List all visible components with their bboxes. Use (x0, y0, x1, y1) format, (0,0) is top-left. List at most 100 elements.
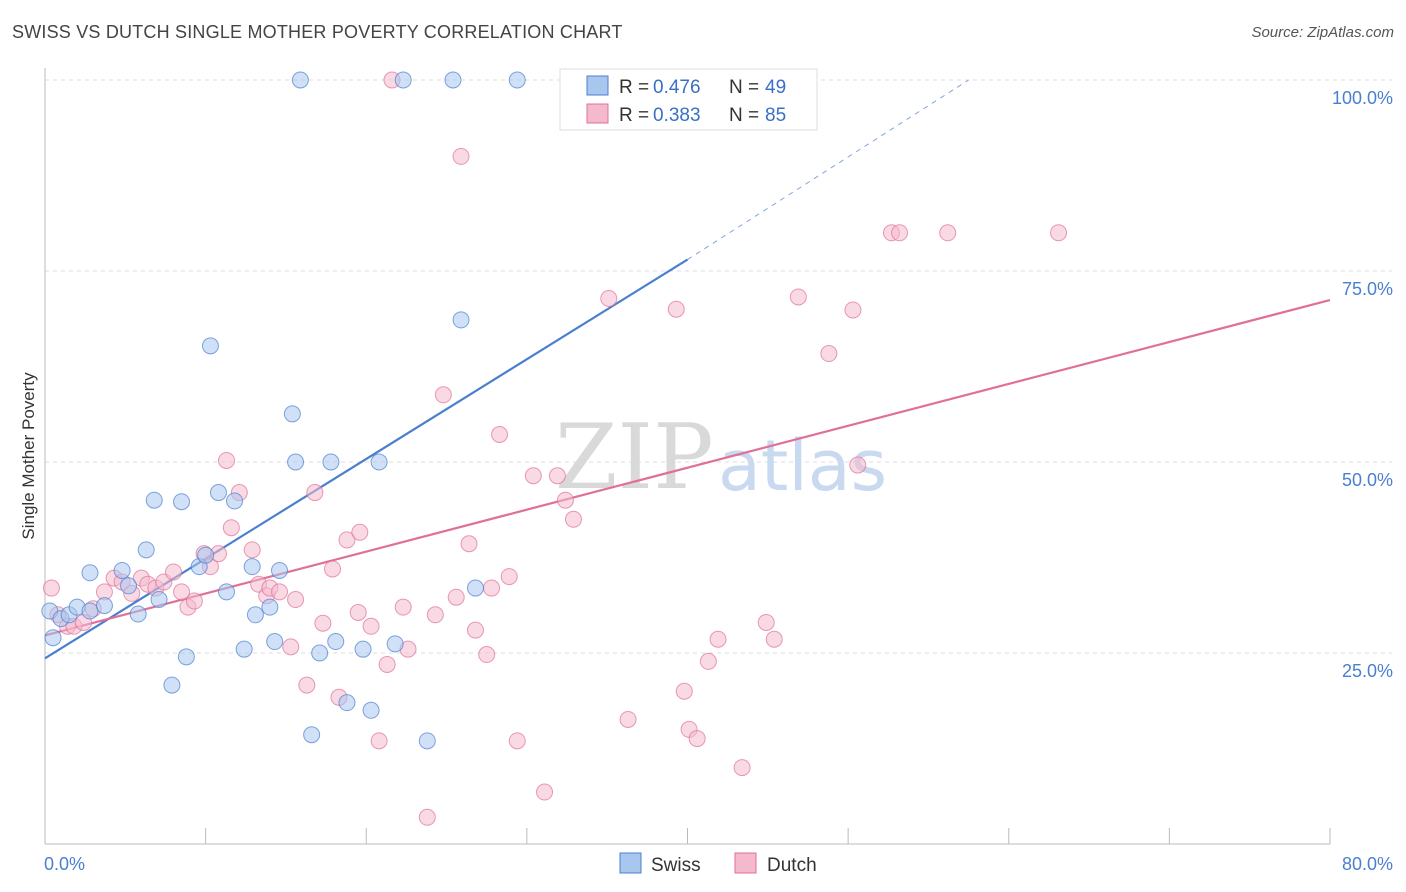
dutch-point (709, 630, 727, 648)
legend-swiss-r-label: R = (619, 77, 649, 98)
dutch-point (548, 467, 566, 485)
bottom-legend-dutch-label: Dutch (767, 855, 817, 876)
swiss-point (303, 726, 321, 744)
dutch-point (524, 467, 542, 485)
dutch-point (536, 783, 554, 801)
dutch-point (447, 588, 465, 606)
dutch-point (844, 301, 862, 319)
dutch-point (362, 617, 380, 635)
swiss-point (444, 71, 462, 89)
series-legend: Swiss Dutch (619, 852, 817, 876)
x-tick-label-max: 80.0% (1342, 854, 1393, 874)
bottom-legend-swiss-label: Swiss (651, 855, 701, 876)
swiss-point (370, 453, 388, 471)
swiss-point (129, 605, 147, 623)
dutch-point (218, 451, 236, 469)
dutch-point (222, 519, 240, 537)
legend-swiss-n-value: 49 (765, 77, 786, 98)
dutch-point (688, 730, 706, 748)
dutch-point (287, 591, 305, 609)
dutch-point (314, 614, 332, 632)
dutch-point (483, 579, 501, 597)
swiss-point (150, 591, 168, 609)
grid-lines (45, 79, 1392, 654)
dutch-point (42, 579, 60, 597)
swiss-point (311, 644, 329, 662)
dutch-point (564, 510, 582, 528)
swiss-point (113, 561, 131, 579)
dutch-point (351, 523, 369, 541)
dutch-point (434, 386, 452, 404)
dutch-point (508, 732, 526, 750)
swiss-point (418, 732, 436, 750)
bottom-legend-swatch-dutch (734, 852, 757, 874)
dutch-point (491, 425, 509, 443)
swiss-point (322, 453, 340, 471)
swiss-point (291, 71, 309, 89)
swiss-point (327, 633, 345, 651)
dutch-point (460, 535, 478, 553)
dutch-point (600, 290, 618, 308)
y-tick-label: 75.0% (1342, 279, 1393, 299)
dutch-point (939, 224, 957, 242)
x-tick-label-min: 0.0% (44, 854, 85, 874)
dutch-point (185, 592, 203, 610)
swiss-point (218, 583, 236, 601)
dutch-point (165, 563, 182, 581)
chart-source: Source: ZipAtlas.com (1251, 24, 1394, 41)
dutch-point (699, 652, 717, 670)
dutch-point (370, 732, 388, 750)
swiss-point (120, 577, 138, 595)
bottom-legend-swatch-swiss (619, 852, 642, 874)
swiss-point (246, 606, 264, 624)
dutch-point (418, 808, 436, 826)
dutch-point (500, 568, 518, 586)
legend-dutch-n-label: N = (729, 105, 759, 126)
dutch-point (675, 682, 693, 700)
swiss-point (44, 629, 62, 647)
watermark: ZIP atlas (555, 405, 887, 510)
swiss-point (197, 546, 215, 564)
swiss-point (271, 561, 289, 579)
swiss-point (81, 602, 99, 620)
swiss-point (386, 635, 404, 653)
dutch-point (1050, 224, 1068, 242)
dutch-point (338, 531, 356, 549)
dutch-point (243, 541, 261, 559)
y-axis-label: Single Mother Poverty (19, 372, 38, 540)
dutch-point (619, 710, 637, 728)
swiss-point (226, 492, 244, 510)
dutch-point (378, 655, 396, 673)
y-tick-label: 50.0% (1342, 470, 1393, 490)
dutch-point (789, 288, 807, 306)
swiss-point (209, 484, 227, 502)
swiss-point (173, 493, 191, 511)
swiss-point (287, 453, 305, 471)
legend-dutch-n-value: 85 (765, 105, 786, 126)
dutch-point (667, 300, 685, 318)
swiss-point (466, 579, 484, 597)
legend-swiss-r-value: 0.476 (653, 77, 701, 98)
swiss-point (243, 558, 261, 576)
dutch-trend-line (44, 298, 1331, 637)
legend-dutch-r-label: R = (619, 105, 649, 126)
swiss-point (95, 597, 113, 615)
watermark-zip: ZIP (555, 405, 714, 510)
dutch-point (426, 606, 444, 624)
swiss-point (201, 337, 219, 355)
dutch-point (478, 646, 496, 664)
dutch-point (173, 583, 191, 601)
dutch-point (306, 484, 324, 502)
legend-swatch-dutch (586, 103, 609, 124)
stats-legend: R = 0.476 N = 49 R = 0.383 N = 85 (559, 68, 818, 131)
dutch-point (849, 456, 867, 474)
dutch-point (282, 638, 300, 656)
swiss-point (354, 640, 372, 658)
swiss-point (508, 71, 526, 89)
dutch-point (556, 491, 574, 509)
dutch-point (757, 613, 775, 631)
dutch-point (765, 630, 783, 648)
swiss-point (261, 598, 279, 616)
dutch-point (733, 759, 751, 777)
